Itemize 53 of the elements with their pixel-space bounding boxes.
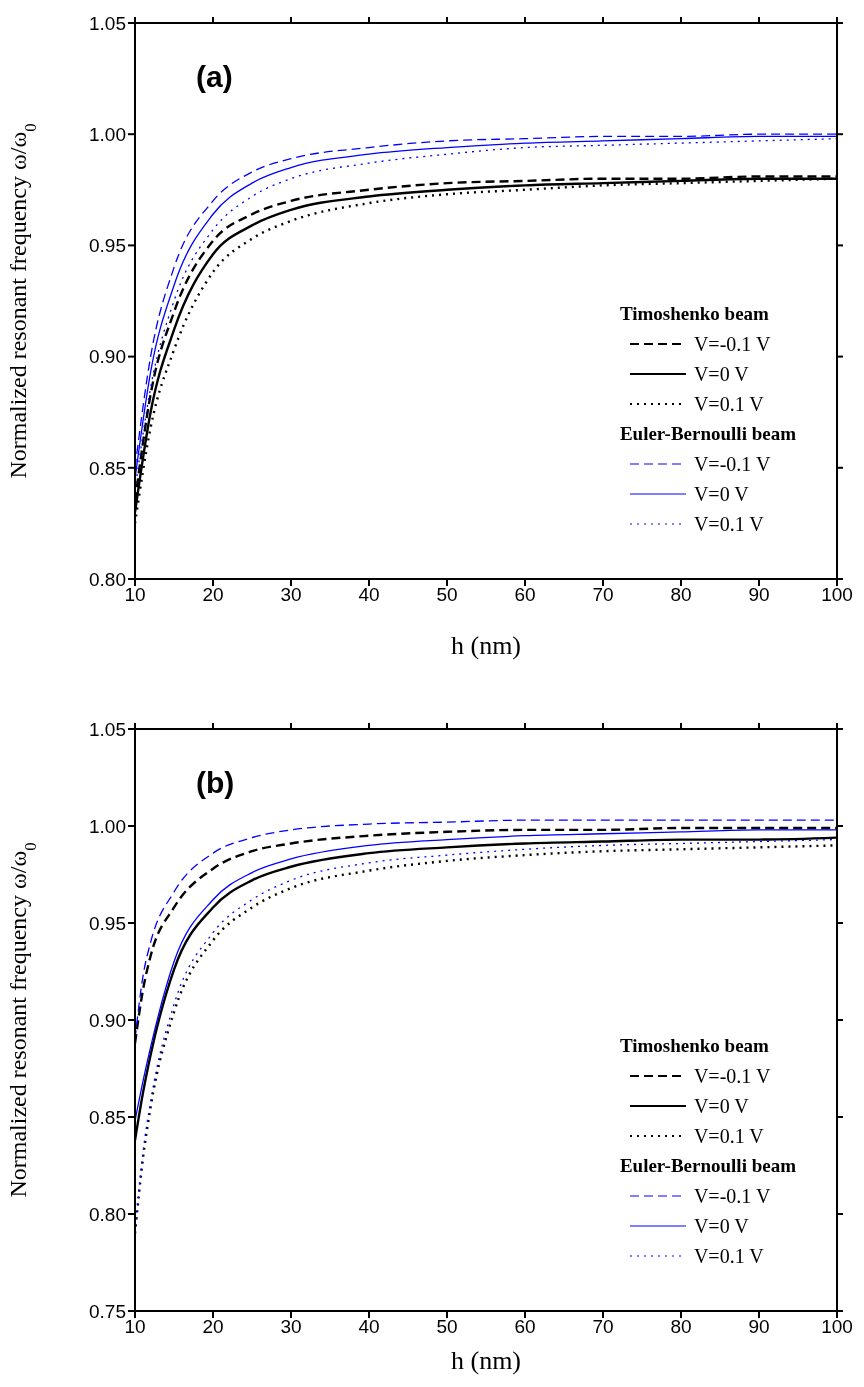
y-tick-label: 0.90 bbox=[89, 1009, 126, 1031]
y-tick-label: 1.00 bbox=[89, 815, 126, 837]
legend-label: V=0.1 V bbox=[693, 1124, 764, 1149]
legend-label: V=0 V bbox=[693, 1094, 749, 1119]
y-tick-label: 0.95 bbox=[89, 912, 126, 934]
x-axis-title: h (nm) bbox=[450, 1346, 522, 1375]
x-tick-label: 100 bbox=[821, 1316, 853, 1338]
x-tick-label: 90 bbox=[748, 1316, 770, 1338]
y-tick-label: 0.85 bbox=[89, 457, 126, 479]
y-tick-label: 0.80 bbox=[89, 568, 126, 590]
legend-label: V=-0.1 V bbox=[693, 1064, 771, 1089]
x-tick-label: 10 bbox=[124, 584, 146, 606]
x-tick-label: 60 bbox=[514, 584, 536, 606]
x-tick-label: 40 bbox=[358, 1316, 380, 1338]
x-tick-label: 60 bbox=[514, 1316, 536, 1338]
legend-label: V=0 V bbox=[693, 482, 749, 507]
annotation: Euler-Bernoulli beam bbox=[619, 422, 796, 446]
x-tick-label: 40 bbox=[358, 584, 380, 606]
legend-label: V=-0.1 V bbox=[693, 332, 771, 357]
y-tick-label: 1.00 bbox=[89, 123, 126, 145]
y-tick-label: 0.75 bbox=[89, 1300, 126, 1322]
legend-label: V=0.1 V bbox=[693, 392, 764, 417]
annotation: Euler-Bernoulli beam bbox=[619, 1154, 796, 1178]
legend-label: V=-0.1 V bbox=[693, 1184, 771, 1209]
y-tick-label: 0.80 bbox=[89, 1203, 126, 1225]
y-tick-label: 0.90 bbox=[89, 346, 126, 368]
legend-label: V=0 V bbox=[693, 362, 749, 387]
x-tick-label: 70 bbox=[592, 1316, 614, 1338]
x-tick-label: 10 bbox=[124, 1316, 146, 1338]
legend-label: V=-0.1 V bbox=[693, 452, 771, 477]
annotation: Timoshenko beam bbox=[619, 1034, 770, 1058]
x-tick-label: 70 bbox=[592, 584, 614, 606]
y-tick-label: 1.05 bbox=[89, 718, 126, 740]
x-axis-title: h (nm) bbox=[450, 631, 522, 660]
x-tick-label: 50 bbox=[436, 584, 458, 606]
annotation: Timoshenko beam bbox=[619, 302, 770, 326]
y-tick-label: 1.05 bbox=[89, 12, 126, 34]
x-tick-label: 30 bbox=[280, 584, 302, 606]
y-tick-label: 0.95 bbox=[89, 235, 126, 257]
x-tick-label: 20 bbox=[202, 584, 224, 606]
x-tick-label: 80 bbox=[670, 584, 692, 606]
x-tick-label: 50 bbox=[436, 1316, 458, 1338]
y-tick-label: 0.85 bbox=[89, 1106, 126, 1128]
x-tick-label: 100 bbox=[821, 584, 853, 606]
x-tick-label: 80 bbox=[670, 1316, 692, 1338]
legend-label: V=0 V bbox=[693, 1214, 749, 1239]
annotation: (a) bbox=[196, 60, 233, 94]
x-tick-label: 30 bbox=[280, 1316, 302, 1338]
x-tick-label: 90 bbox=[748, 584, 770, 606]
x-tick-label: 20 bbox=[202, 1316, 224, 1338]
annotation: (b) bbox=[196, 766, 235, 800]
legend-label: V=0.1 V bbox=[693, 512, 764, 537]
legend-label: V=0.1 V bbox=[693, 1244, 764, 1269]
